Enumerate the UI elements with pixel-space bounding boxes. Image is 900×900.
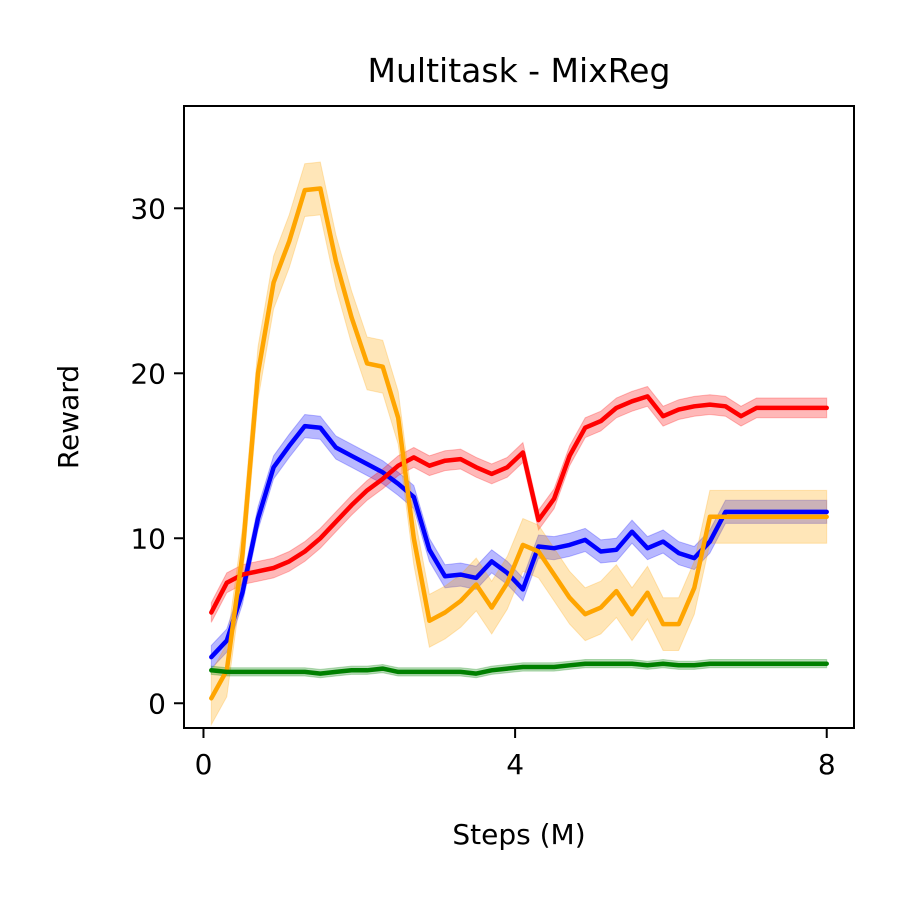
x-tick-label: 8 [818,748,836,781]
chart-title: Multitask - MixReg [368,51,671,90]
series-lines [209,186,829,701]
series-1-line [209,394,829,615]
confidence-bands [210,161,828,727]
series-3-line [209,661,829,676]
y-axis: 0 10 20 30 [130,192,184,720]
y-tick-label: 30 [130,192,166,225]
series-2-line [209,186,829,701]
series-0-line [209,423,829,660]
x-tick-label: 4 [506,748,524,781]
y-tick-label: 0 [148,687,166,720]
x-axis-label: Steps (M) [452,818,585,851]
x-tick-label: 0 [195,748,213,781]
series-2-band [210,161,828,727]
y-tick-label: 10 [130,522,166,555]
y-axis-label: Reward [52,365,85,469]
x-axis: 0 4 8 [195,728,836,781]
y-tick-label: 20 [130,357,166,390]
plot-frame [183,105,855,729]
